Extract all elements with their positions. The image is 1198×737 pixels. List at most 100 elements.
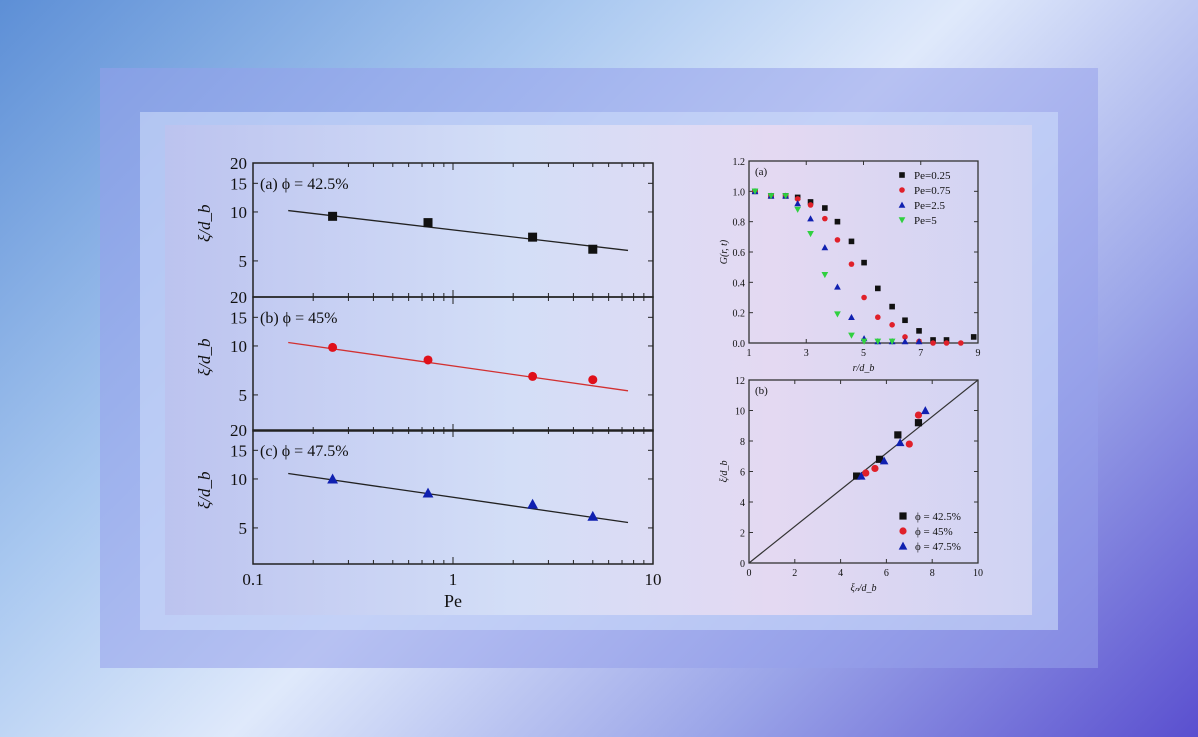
x-tick-label: 10	[973, 568, 983, 579]
y-tick-label: 1.2	[733, 157, 746, 168]
data-point	[970, 334, 977, 340]
data-point	[861, 294, 867, 301]
data-point	[914, 411, 923, 419]
legend-marker	[898, 217, 906, 224]
legend-marker	[898, 201, 906, 208]
y-tick-label: 5	[239, 252, 248, 271]
fit-line	[288, 341, 629, 392]
data-point	[588, 244, 598, 254]
legend-label: Pe=5	[914, 215, 937, 227]
data-point	[807, 231, 814, 238]
data-point	[902, 334, 908, 340]
y-tick-label: 10	[735, 407, 745, 418]
y-tick-label: 20	[230, 154, 247, 173]
data-point	[861, 259, 867, 266]
data-point	[889, 322, 895, 328]
x-tick-label: 9	[976, 348, 981, 359]
data-point	[328, 342, 338, 352]
data-point	[422, 487, 434, 498]
x-axis-label: ξₙ/d_b	[850, 583, 876, 594]
data-point	[916, 328, 922, 334]
x-tick-label: 6	[884, 568, 889, 579]
data-point	[958, 340, 964, 346]
x-axis-label: r/d_b	[853, 363, 875, 374]
x-tick-label: 1	[747, 348, 752, 359]
x-tick-label: 10	[645, 570, 662, 589]
y-axis-label: ξ/d_b	[195, 338, 214, 376]
data-point	[889, 303, 895, 310]
data-point	[751, 188, 759, 195]
legend-label: ϕ = 45%	[915, 526, 953, 538]
data-point	[848, 313, 855, 321]
y-axis-label: ξ/d_b	[195, 204, 214, 242]
legend-marker	[899, 172, 905, 178]
x-tick-label: 8	[930, 568, 935, 579]
legend-marker	[899, 512, 907, 520]
data-point	[794, 206, 802, 213]
data-point	[794, 196, 801, 202]
y-tick-label: 5	[239, 519, 248, 538]
data-point	[423, 218, 433, 228]
data-point	[895, 438, 905, 447]
data-point	[853, 472, 861, 480]
y-tick-label: 0	[740, 559, 745, 570]
y-tick-label: 8	[740, 437, 745, 448]
x-tick-label: 3	[804, 348, 809, 359]
x-tick-label: 5	[861, 348, 866, 359]
data-point	[782, 193, 789, 200]
data-point	[943, 337, 950, 343]
data-point	[834, 311, 841, 318]
data-point	[879, 456, 889, 465]
data-point	[875, 314, 881, 321]
y-tick-label: 1.0	[733, 187, 746, 198]
x-axis-label: Pe	[444, 591, 462, 611]
data-point	[875, 285, 881, 292]
y-tick-label: 4	[740, 498, 745, 509]
data-point	[848, 238, 855, 245]
data-point	[871, 464, 879, 473]
y-tick-label: 15	[230, 441, 247, 460]
data-point	[921, 406, 930, 415]
x-tick-label: 0.1	[242, 570, 263, 589]
data-point	[862, 469, 870, 477]
y-tick-label: 0.8	[733, 218, 746, 229]
data-point	[856, 471, 866, 480]
data-point	[528, 371, 538, 381]
y-tick-label: 20	[230, 288, 247, 307]
y-tick-label: 0.2	[733, 309, 746, 320]
y-tick-label: 0.4	[733, 278, 746, 289]
data-point	[834, 283, 841, 290]
x-tick-label: 4	[838, 568, 843, 579]
y-axis-label: ξ/d_b	[719, 460, 730, 482]
data-point	[822, 215, 828, 222]
y-tick-label: 20	[230, 421, 247, 440]
legend-label: Pe=0.25	[914, 170, 951, 182]
panel-label: (a)	[755, 166, 768, 178]
data-point	[807, 202, 814, 208]
data-point	[901, 338, 909, 345]
data-point	[905, 440, 913, 448]
data-point	[423, 355, 433, 365]
legend-marker	[899, 187, 905, 193]
y-tick-label: 0.0	[733, 339, 746, 350]
data-point	[328, 211, 338, 221]
legend-label: ϕ = 47.5%	[915, 541, 961, 553]
y-tick-label: 15	[230, 308, 247, 327]
panel-label: (b)	[755, 385, 768, 397]
data-point	[821, 244, 829, 251]
data-point	[767, 193, 775, 200]
y-tick-label: 12	[735, 376, 745, 387]
data-point	[943, 340, 950, 346]
y-tick-label: 10	[230, 337, 247, 356]
legend-marker	[899, 527, 907, 535]
data-point	[527, 498, 538, 509]
data-point	[875, 455, 884, 463]
legend-label: Pe=2.5	[914, 200, 945, 212]
legend-label: ϕ = 42.5%	[915, 511, 961, 523]
y-tick-label: 5	[239, 386, 248, 405]
data-point	[821, 271, 829, 279]
data-point	[902, 317, 908, 324]
data-point	[822, 205, 828, 211]
legend-marker	[898, 541, 908, 550]
